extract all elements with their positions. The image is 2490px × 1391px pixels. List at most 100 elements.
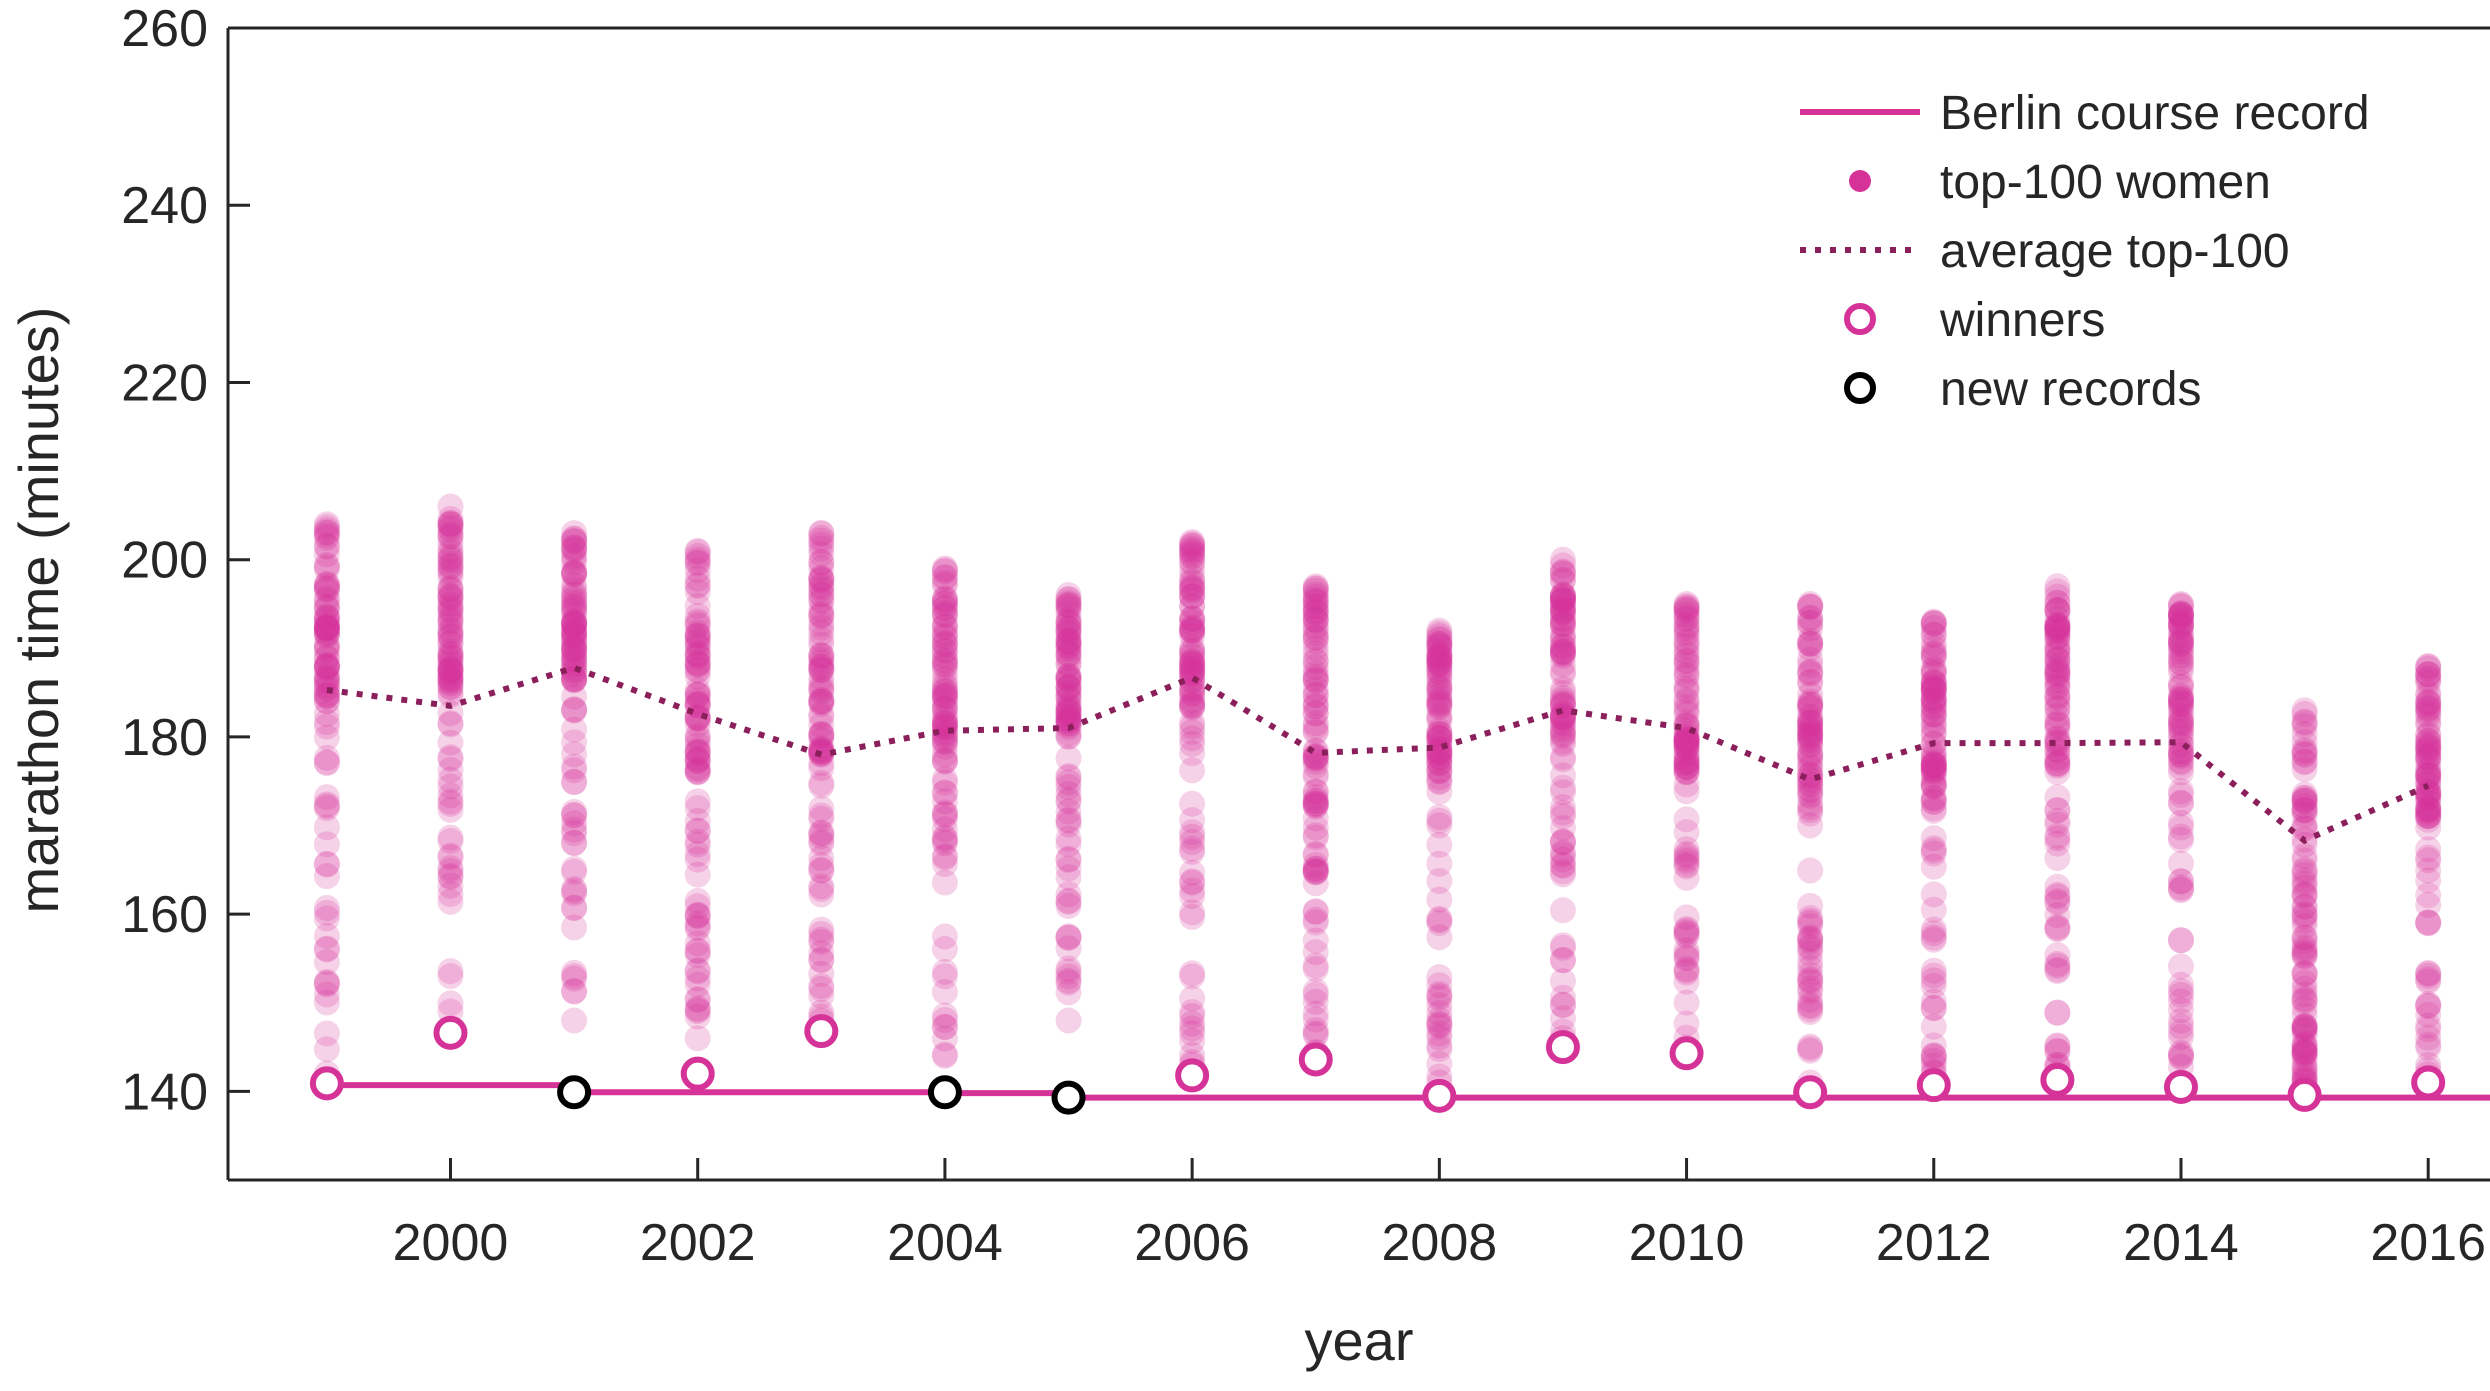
top-100-point xyxy=(931,1041,958,1068)
top-100-point xyxy=(1673,754,1700,781)
top-100-point xyxy=(1797,732,1824,759)
top-100-point xyxy=(2291,961,2318,988)
top-100-point xyxy=(2415,795,2442,822)
top-100-point xyxy=(1797,1037,1824,1064)
top-100-point xyxy=(561,549,588,576)
top-100-point xyxy=(1302,700,1329,727)
top-100-point xyxy=(1797,668,1824,695)
top-100-point xyxy=(1673,605,1700,632)
top-100-point xyxy=(684,937,711,964)
top-100-point xyxy=(2415,762,2442,789)
top-100-point xyxy=(1055,674,1082,701)
top-100-point xyxy=(561,561,588,588)
top-100-point xyxy=(931,978,958,1005)
top-100-point xyxy=(1797,797,1824,824)
top-100-point xyxy=(1426,807,1453,834)
winner-marker xyxy=(1669,1036,1704,1071)
top-100-point xyxy=(1302,792,1329,819)
top-100-point xyxy=(931,557,958,584)
top-100-point xyxy=(1797,722,1824,749)
top-100-point xyxy=(2291,858,2318,885)
top-100-point xyxy=(1055,665,1082,692)
top-100-point xyxy=(808,665,835,692)
top-100-point xyxy=(1426,758,1453,785)
top-100-point xyxy=(2415,882,2442,909)
top-100-point xyxy=(561,816,588,843)
top-100-point xyxy=(2291,815,2318,842)
top-100-point xyxy=(313,724,340,751)
top-100-point xyxy=(2044,612,2071,639)
top-100-point xyxy=(2044,683,2071,710)
top-100-point xyxy=(1055,606,1082,633)
top-100-point xyxy=(1426,831,1453,858)
top-100-point xyxy=(1549,581,1576,608)
top-100-point xyxy=(1797,690,1824,717)
top-100-point xyxy=(1302,598,1329,625)
top-100-point xyxy=(313,1020,340,1047)
top-100-point xyxy=(1302,787,1329,814)
top-100-point xyxy=(1426,649,1453,676)
top-100-point xyxy=(1673,678,1700,705)
top-100-point xyxy=(1179,530,1206,557)
top-100-point xyxy=(2044,807,2071,834)
top-100-point xyxy=(2167,877,2194,904)
top-100-point xyxy=(1426,980,1453,1007)
top-100-point xyxy=(1302,842,1329,869)
top-100-point xyxy=(808,769,835,796)
top-100-point xyxy=(1179,693,1206,720)
top-100-point xyxy=(1426,690,1453,717)
top-100-point xyxy=(1797,761,1824,788)
top-100-point xyxy=(437,511,464,538)
top-100-point xyxy=(1302,681,1329,708)
top-100-point xyxy=(2291,797,2318,824)
top-100-point xyxy=(2415,653,2442,680)
top-100-point xyxy=(684,828,711,855)
top-100-point xyxy=(1797,905,1824,932)
top-100-point xyxy=(2415,784,2442,811)
top-100-point xyxy=(1549,851,1576,878)
top-100-point xyxy=(1673,840,1700,867)
top-100-point xyxy=(1920,670,1947,697)
top-100-point xyxy=(437,603,464,630)
top-100-point xyxy=(931,631,958,658)
top-100-point xyxy=(2167,875,2194,902)
top-100-point xyxy=(1920,785,1947,812)
top-100-point xyxy=(1426,645,1453,672)
top-100-point xyxy=(2167,630,2194,657)
top-100-point xyxy=(1549,632,1576,659)
top-100-point xyxy=(1426,620,1453,647)
top-100-point xyxy=(1179,709,1206,736)
top-100-point xyxy=(684,656,711,683)
top-100-point xyxy=(1549,680,1576,707)
top-100-point xyxy=(684,1003,711,1030)
x-tick-label: 2002 xyxy=(640,1214,756,1272)
top-100-point xyxy=(1920,788,1947,815)
top-100-point xyxy=(2167,603,2194,630)
legend-label: top-100 women xyxy=(1940,156,2271,209)
top-100-point xyxy=(1426,720,1453,747)
top-100-point xyxy=(931,844,958,871)
top-100-point xyxy=(2291,1046,2318,1073)
top-100-point xyxy=(808,755,835,782)
top-100-point xyxy=(2415,891,2442,918)
top-100-point xyxy=(1179,638,1206,665)
top-100-point xyxy=(2167,627,2194,654)
top-100-point xyxy=(1426,720,1453,747)
top-100-point xyxy=(2044,822,2071,849)
top-100-point xyxy=(1797,720,1824,747)
top-100-point xyxy=(1179,691,1206,718)
top-100-point xyxy=(1549,566,1576,593)
top-100-point xyxy=(313,575,340,602)
top-100-point xyxy=(437,664,464,691)
top-100-point xyxy=(2291,749,2318,776)
top-100-point xyxy=(561,542,588,569)
top-100-point xyxy=(561,651,588,678)
top-100-point xyxy=(313,576,340,603)
top-100-point xyxy=(2044,830,2071,857)
top-100-point xyxy=(2167,789,2194,816)
top-100-point xyxy=(1920,751,1947,778)
top-100-point xyxy=(1055,723,1082,750)
top-100-point xyxy=(2415,802,2442,829)
top-100-point xyxy=(931,1006,958,1033)
top-100-point xyxy=(437,990,464,1017)
